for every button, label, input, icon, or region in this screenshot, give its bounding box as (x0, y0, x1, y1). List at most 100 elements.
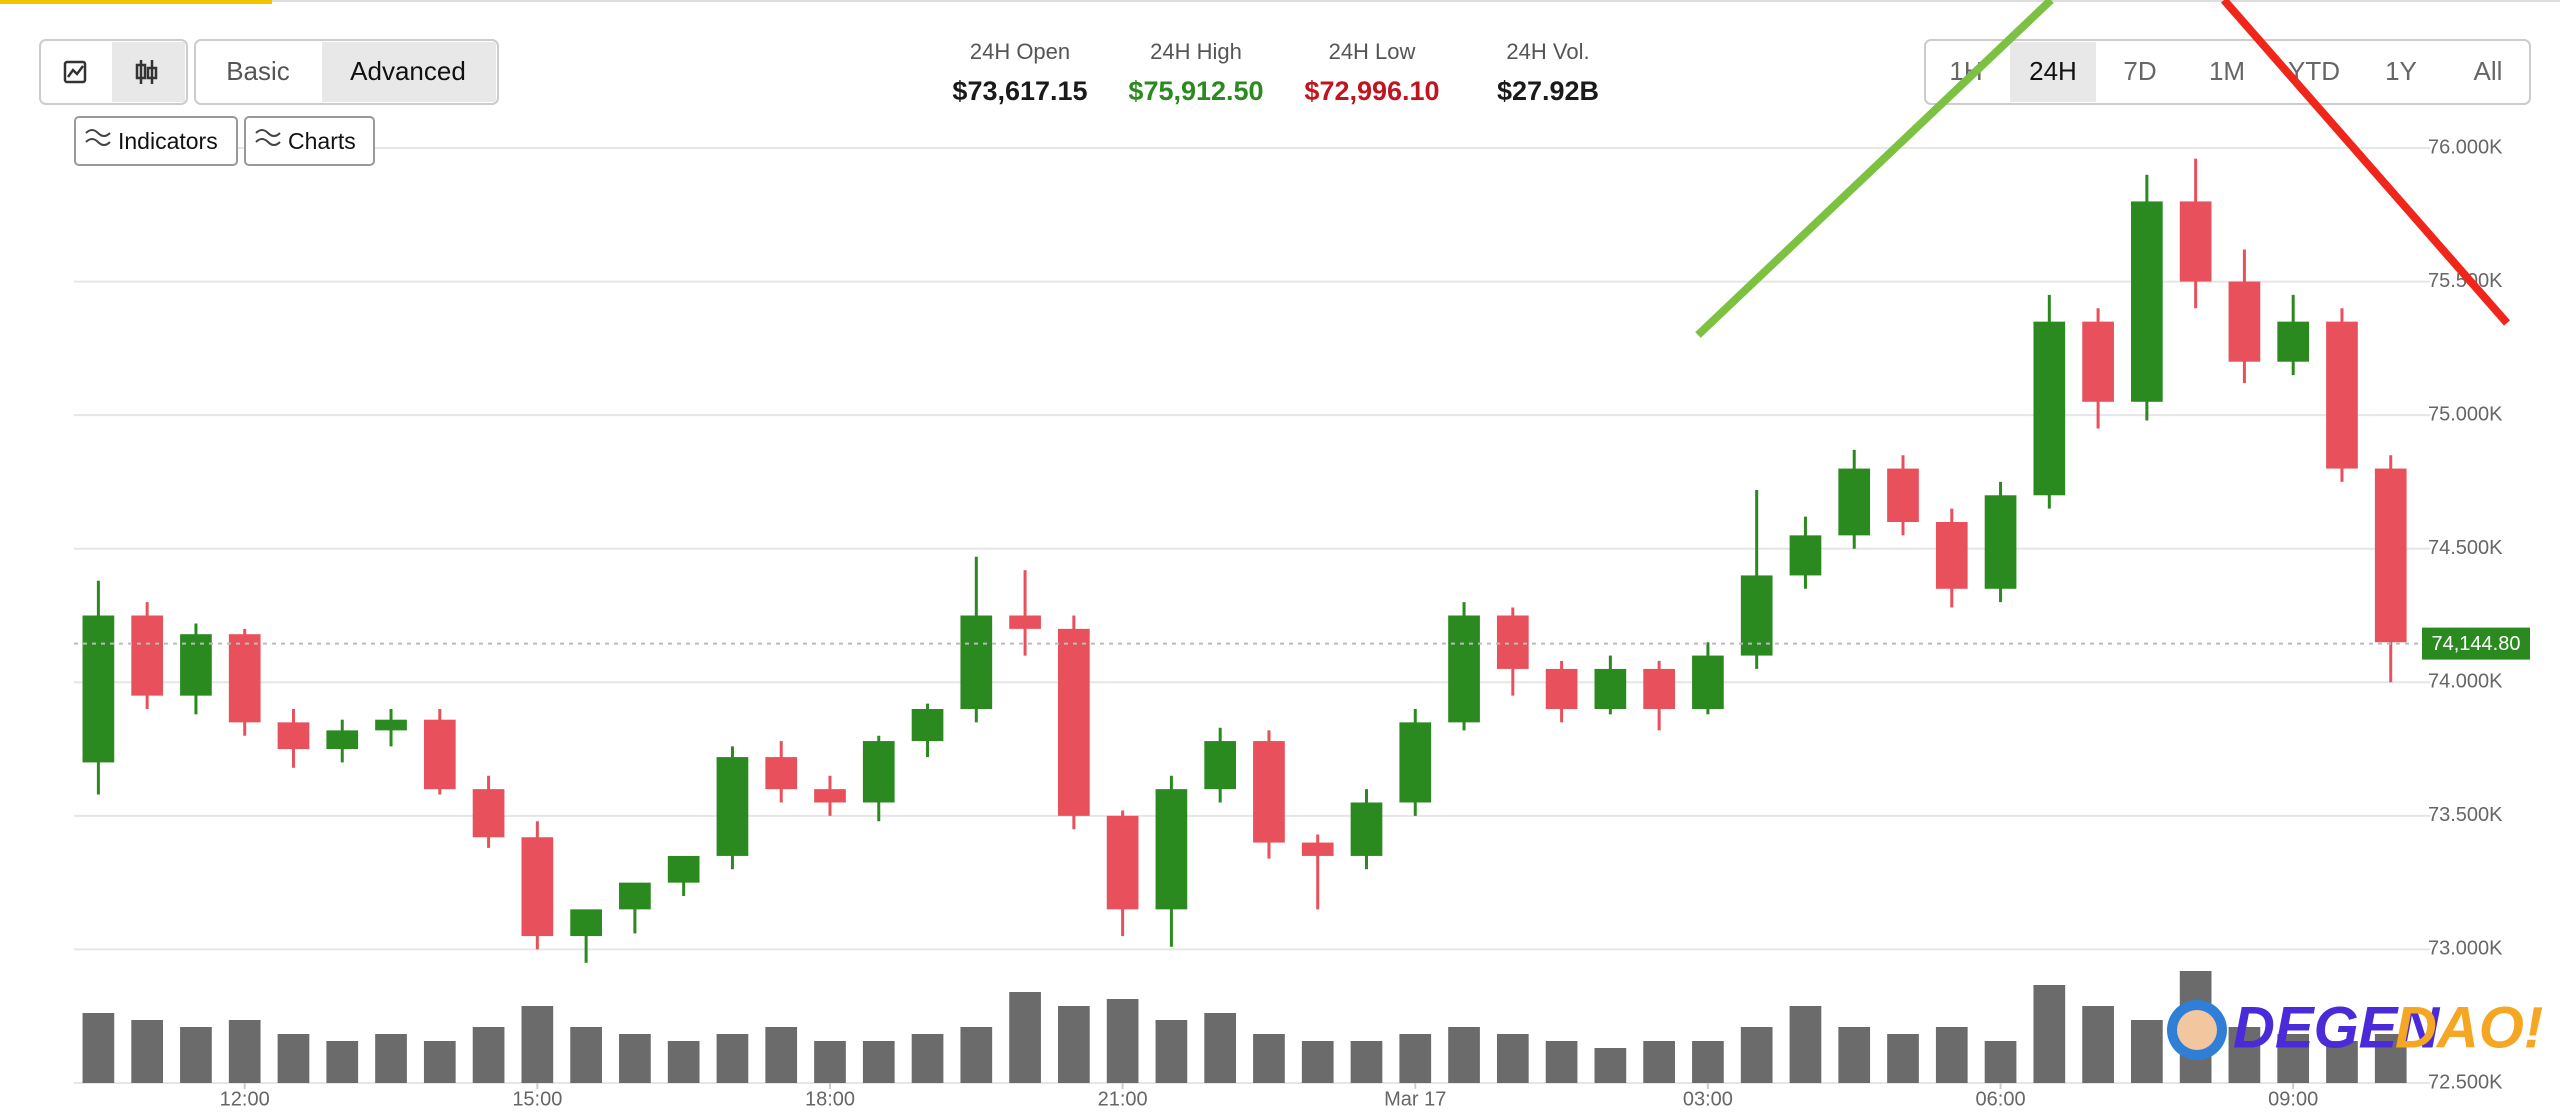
last-price-tag (2422, 627, 2530, 660)
volume-bar (814, 1041, 846, 1083)
volume-bar (1789, 1006, 1822, 1083)
x-tick-label: 21:00 (1098, 1088, 1148, 1110)
x-tick-label: 06:00 (1976, 1088, 2026, 1110)
candle-body (570, 909, 602, 937)
candle-body (1204, 741, 1237, 790)
candle-body (2082, 321, 2114, 402)
candle-body (1448, 615, 1480, 723)
volume-bar (1692, 1041, 1724, 1083)
stat-value: $73,617.15 (952, 76, 1087, 106)
last-price-label: 74,144.80 (2432, 633, 2521, 655)
volume-bar (862, 1041, 895, 1083)
volume-bar (472, 1027, 505, 1083)
volume-bar (1058, 1006, 1090, 1083)
timeframe-button[interactable]: 7D (2123, 56, 2156, 86)
y-tick-label: 72.500K (2428, 1071, 2503, 1093)
y-tick-label: 76.000K (2428, 136, 2503, 158)
stat-value: $72,996.10 (1304, 76, 1439, 106)
stats: 24H Open $73,617.15 24H High $75,912.50 24H … (952, 39, 1599, 106)
candle-body (1594, 668, 1627, 709)
candle-body (960, 615, 993, 709)
mode-button[interactable]: Advanced (350, 56, 466, 86)
y-tick-label: 74.500K (2428, 537, 2503, 559)
line-icon[interactable] (63, 60, 87, 84)
volume-bar (1740, 1027, 1773, 1083)
volume-bar (277, 1034, 310, 1083)
volume-bar (1350, 1041, 1383, 1083)
volume-bar (2277, 1034, 2310, 1083)
candle-body (1984, 495, 2017, 589)
volume-bar (375, 1034, 407, 1083)
volume-bar (765, 1027, 798, 1083)
candle-body (765, 757, 798, 790)
volume-bar (131, 1020, 164, 1083)
stat-label: 24H Open (970, 39, 1070, 64)
candle-body (1106, 815, 1139, 910)
volume-bar (2374, 1034, 2407, 1083)
volume-bar (1594, 1048, 1627, 1083)
top-accent (0, 0, 272, 4)
stat-label: 24H High (1150, 39, 1242, 64)
stat-value: $27.92B (1497, 76, 1599, 106)
timeframe-button[interactable]: All (2474, 56, 2503, 86)
candle-body (667, 855, 700, 883)
volume-bar (2033, 985, 2066, 1083)
volume-bar (1496, 1034, 1529, 1083)
y-tick-label: 73.000K (2428, 938, 2503, 960)
timeframe-button[interactable]: 1M (2209, 56, 2245, 86)
volume-bar (82, 1013, 115, 1083)
timeframe-button[interactable]: 1Y (2385, 56, 2417, 86)
x-tick-label: 12:00 (220, 1088, 270, 1110)
candle-body (375, 719, 407, 731)
charts-button[interactable] (244, 116, 375, 166)
candle-body (911, 709, 944, 742)
volume-bar (1935, 1027, 1968, 1083)
candle-body (1350, 802, 1383, 856)
timeframe-active-bg (2010, 42, 2096, 102)
x-tick-label: Mar 17 (1384, 1088, 1446, 1110)
volume-bar (180, 1027, 212, 1083)
volume-bar (326, 1041, 359, 1083)
timeframes: 1H 24H 7D 1M YTD 1Y All (1949, 42, 2502, 102)
y-tick-label: 74.000K (2428, 671, 2503, 693)
candle-icon[interactable] (135, 60, 158, 84)
candle-body (1789, 535, 1822, 576)
x-tick-label: 09:00 (2268, 1088, 2318, 1110)
candle-body (2277, 321, 2310, 362)
volume-bar (911, 1034, 944, 1083)
volume-bar (521, 1006, 554, 1083)
stat-label: 24H Vol. (1506, 39, 1589, 64)
button-label[interactable]: Indicators (118, 128, 218, 154)
candle-body (2228, 281, 2261, 362)
timeframe-button[interactable]: 24H (2029, 56, 2077, 86)
volume-bar (619, 1034, 651, 1083)
candle-body (326, 730, 359, 750)
volume-bar (667, 1041, 700, 1083)
volume-bar (1301, 1041, 1334, 1083)
y-tick-label: 75.000K (2428, 403, 2503, 425)
candle-body (1545, 668, 1578, 709)
volume-bar (1106, 999, 1139, 1083)
volume-bar (1838, 1027, 1871, 1083)
candle-body (1887, 468, 1919, 522)
button-icons (85, 129, 281, 146)
candle-body (716, 757, 749, 856)
candle-body (521, 837, 554, 937)
button-label[interactable]: Charts (288, 128, 356, 154)
candle-body (1155, 789, 1188, 910)
watermark-logo-face (2177, 1010, 2217, 1050)
volume-bar (960, 1027, 993, 1083)
volume-bar (2228, 1027, 2261, 1083)
volume-bar (228, 1020, 261, 1083)
candle-body (1935, 522, 1968, 589)
volume-bar (1009, 992, 1041, 1083)
chart-layer: 72.500K 73.000K 73.500K 74.000K 74.500K 75.00… (74, 136, 2530, 1110)
candle-body (1009, 615, 1041, 629)
x-tick-label: 03:00 (1683, 1088, 1733, 1110)
candle-body (82, 615, 115, 763)
candle-body (277, 722, 310, 750)
mode-button[interactable]: Basic (226, 56, 290, 86)
candle-body (1643, 668, 1675, 709)
indicators-button[interactable] (74, 116, 238, 166)
